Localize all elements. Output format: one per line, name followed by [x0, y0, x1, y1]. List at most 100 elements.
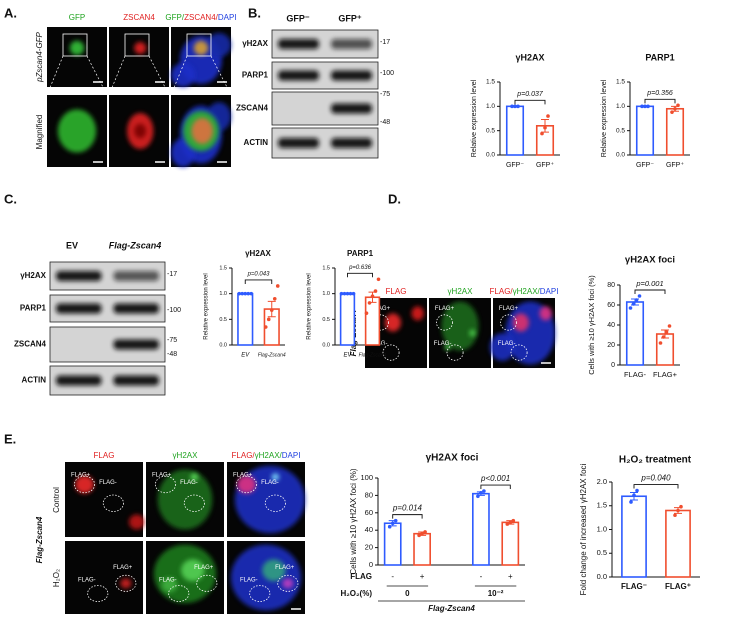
cell-label: FLAG+ — [275, 565, 295, 571]
data-point — [420, 531, 424, 536]
data-point — [243, 291, 248, 296]
y-tick-label: 60 — [365, 508, 373, 517]
image-background — [109, 27, 169, 87]
y-tick-label: 40 — [607, 322, 615, 329]
x-tick-label: EV — [343, 353, 352, 359]
panel-label: E. — [4, 431, 16, 446]
stain — [134, 42, 147, 54]
cell-outline — [382, 344, 400, 361]
cell-outline — [249, 585, 271, 602]
cell-label: FLAG- — [159, 577, 177, 583]
data-point — [390, 521, 395, 526]
significance-bracket — [244, 279, 273, 284]
cell-outline — [168, 585, 190, 602]
x-tick-label: EV — [241, 353, 250, 359]
data-point — [266, 317, 271, 322]
y-tick-label: 20 — [365, 543, 373, 552]
x-tick-label: - — [480, 572, 483, 581]
lane-label: Flag-Zscan4 — [109, 240, 162, 250]
zoom-line — [86, 55, 108, 96]
y-tick-label: 0.5 — [219, 317, 227, 323]
data-point — [367, 301, 372, 305]
data-point — [339, 291, 344, 296]
data-point — [643, 104, 647, 109]
p-value: p=0.037 — [516, 91, 544, 98]
merge-part: DAPI — [540, 287, 559, 296]
data-point — [632, 493, 636, 498]
y-tick-label: 0.0 — [322, 342, 330, 348]
y-tick-label: 1.5 — [616, 79, 625, 86]
merge-part: DAPI — [282, 451, 301, 460]
stain — [120, 578, 132, 589]
cell-outline — [235, 475, 258, 494]
y-tick-label: 0.0 — [219, 342, 227, 348]
micrograph: FLAG- FLAG+ — [227, 541, 305, 614]
band — [113, 339, 159, 350]
bar — [625, 301, 645, 366]
x-tick-label: FLAG⁺ — [665, 582, 691, 591]
data-point — [631, 302, 636, 306]
data-point — [658, 341, 663, 345]
group-label: 10⁻² — [488, 589, 504, 598]
merge-label: GFP/ZSCAN4/DAPI — [165, 13, 236, 22]
y-tick-label: 0 — [369, 560, 373, 569]
cell-label: FLAG- — [78, 577, 96, 583]
lane-label: GFP⁺ — [338, 13, 362, 23]
y-tick-label: 0.5 — [616, 127, 625, 134]
row-label: PARP1 — [242, 71, 269, 80]
data-point — [634, 298, 639, 302]
row-label: ZSCAN4 — [14, 340, 47, 349]
bar — [237, 292, 254, 346]
p-value: p=0.014 — [392, 504, 423, 513]
y-axis-label: Relative expression level — [601, 79, 608, 157]
cell-label: FLAG+ — [371, 306, 391, 312]
data-point — [249, 291, 254, 296]
mw-marker: -48 — [380, 119, 390, 126]
panel-label: B. — [248, 5, 261, 20]
cell-label: FLAG- — [261, 480, 279, 486]
stain — [411, 306, 424, 321]
y-tick-label: 0.0 — [597, 572, 607, 581]
micrograph — [47, 27, 107, 87]
merge-part: ZSCAN4/ — [184, 13, 219, 22]
micrograph: FLAG+ FLAG- — [227, 462, 305, 537]
band — [331, 103, 372, 114]
image-background — [65, 541, 143, 614]
band — [113, 303, 159, 314]
data-point — [482, 489, 486, 493]
stain — [128, 514, 145, 530]
significance-bracket — [480, 484, 511, 490]
cell-label: FLAG- — [180, 480, 198, 486]
stain — [271, 473, 280, 481]
bar — [665, 107, 685, 156]
data-point — [272, 297, 277, 301]
bar — [665, 509, 691, 578]
cell-label: FLAG+ — [71, 472, 91, 478]
data-point — [629, 500, 633, 504]
stain — [134, 123, 147, 139]
micrograph: FLAG- FLAG+ — [146, 541, 224, 614]
row-label: pZscan4-GFP — [35, 31, 44, 82]
y-tick-label: 100 — [360, 473, 373, 482]
y-tick-label: 0.5 — [597, 548, 607, 557]
zoom-line — [108, 55, 126, 96]
cell-label: FLAG- — [99, 480, 117, 486]
micrograph: FLAG+ FLAG- — [429, 298, 491, 368]
bar — [364, 296, 381, 346]
y-tick-label: 80 — [365, 490, 373, 499]
bar — [655, 333, 675, 366]
band — [56, 375, 102, 386]
significance-bracket — [514, 99, 546, 105]
data-point — [516, 104, 520, 109]
stain — [444, 343, 451, 351]
cell-outline — [115, 574, 137, 592]
mw-marker: -48 — [167, 351, 177, 358]
cell-outline — [196, 574, 218, 592]
micrograph — [171, 27, 231, 87]
cell-outline — [154, 475, 177, 494]
mw-marker: -75 — [167, 337, 177, 344]
cell-label: FLAG- — [240, 577, 258, 583]
data-point — [508, 520, 513, 525]
mw-marker: -17 — [167, 271, 177, 278]
